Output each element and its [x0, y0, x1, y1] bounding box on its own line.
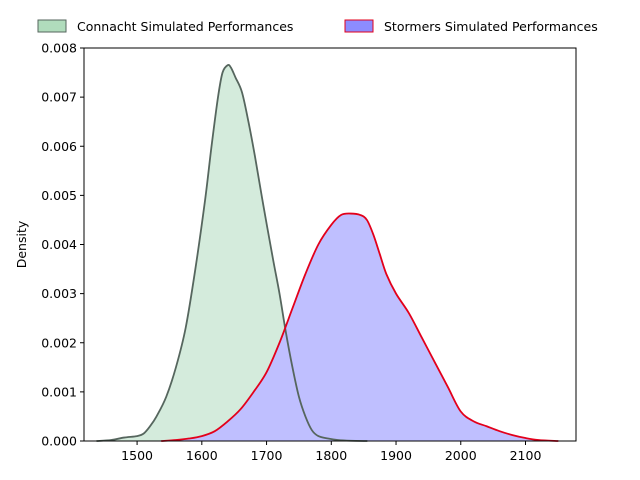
density-line-series-1: [96, 64, 368, 442]
x-tick-label: 1500: [121, 448, 153, 463]
legend-swatch-series-2: [344, 19, 374, 33]
y-axis-title: Density: [14, 220, 29, 268]
area-fills: [96, 64, 558, 442]
x-tick-label: 2100: [510, 448, 542, 463]
legend: Connacht Simulated Performances Stormers …: [37, 19, 598, 34]
x-tick-label: 2000: [445, 448, 477, 463]
area-fill-series-2: [161, 213, 558, 441]
plot-area: [96, 64, 559, 442]
legend-swatch-series-1: [37, 19, 67, 33]
y-tick-label: 0.006: [41, 139, 77, 154]
legend-label-series-1: Connacht Simulated Performances: [77, 19, 293, 34]
y-tick-label: 0.008: [41, 41, 77, 56]
y-tick-label: 0.002: [41, 335, 77, 350]
x-tick-label: 1600: [186, 448, 218, 463]
area-fill-series-1: [96, 64, 367, 442]
y-tick-label: 0.007: [41, 90, 77, 105]
x-tick-label: 1900: [380, 448, 412, 463]
y-tick-label: 0.000: [41, 434, 77, 449]
density-line-series-2: [160, 212, 559, 442]
y-tick-label: 0.004: [41, 237, 77, 252]
y-tick-label: 0.001: [41, 384, 77, 399]
y-tick-label: 0.003: [41, 286, 77, 301]
x-tick-label: 1700: [251, 448, 283, 463]
density-lines: [96, 64, 559, 442]
x-axis: 1500 1600 1700 1800 1900 2000 2100: [121, 441, 541, 463]
y-axis: 0.000 0.001 0.002 0.003 0.004 0.005 0.006 0.007…: [41, 41, 84, 449]
y-tick-label: 0.005: [41, 188, 77, 203]
x-tick-label: 1800: [315, 448, 347, 463]
legend-label-series-2: Stormers Simulated Performances: [384, 19, 598, 34]
